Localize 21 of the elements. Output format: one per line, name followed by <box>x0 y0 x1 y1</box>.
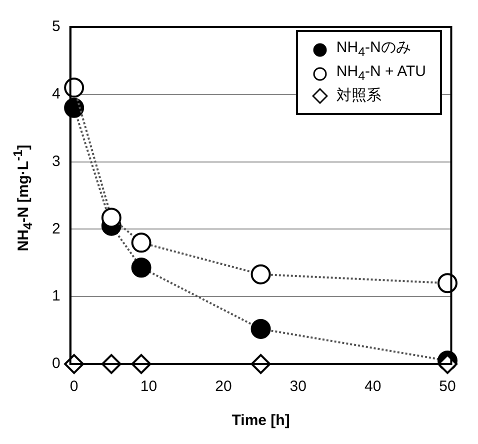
x-tick-label: 20 <box>215 378 232 396</box>
legend-label: 対照系 <box>336 86 382 105</box>
point <box>250 318 271 339</box>
y-tick-label: 1 <box>52 288 60 305</box>
point <box>131 258 152 278</box>
x-tick-label: 50 <box>439 378 456 396</box>
legend-label: NH$_{4}$-Nのみ <box>336 38 411 61</box>
point <box>101 208 122 228</box>
x-tick-label: 0 <box>70 378 78 396</box>
x-tick-label: 10 <box>140 378 158 396</box>
point <box>131 232 152 253</box>
x-tick-label: 30 <box>290 378 306 396</box>
legend-label: NH$_{4}$-N + ATU <box>336 62 426 85</box>
y-tick-label: 2 <box>52 220 60 238</box>
y-tick-label: 4 <box>52 86 60 103</box>
x-tick-label: 40 <box>364 378 382 396</box>
y-tick-label: 5 <box>52 18 60 36</box>
point <box>250 264 271 284</box>
y-tick-label: 0 <box>52 355 60 372</box>
y-tick-label: 3 <box>52 152 60 170</box>
x-axis-title: Time [h] <box>232 412 290 430</box>
